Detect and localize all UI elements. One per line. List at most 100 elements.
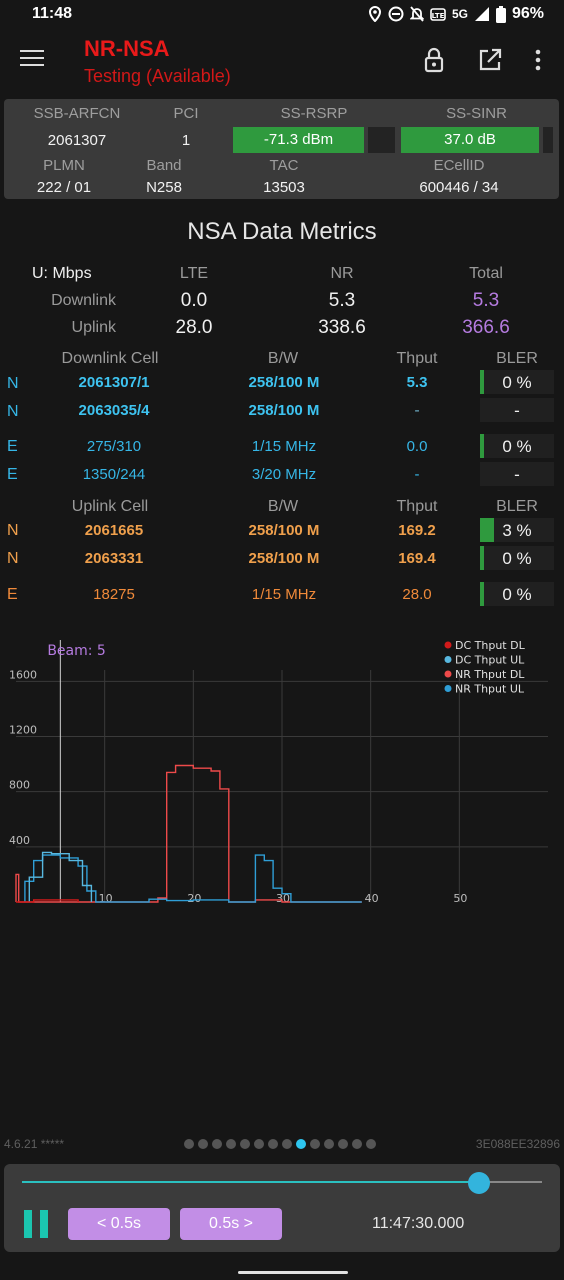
ul-row-3-cell: 18275 bbox=[93, 586, 135, 603]
dl-row-1-cell: 2061307/1 bbox=[78, 374, 150, 391]
x-tick-label: 10 bbox=[99, 892, 113, 905]
dl-row-2-thput: - bbox=[414, 402, 420, 419]
page-dot[interactable] bbox=[254, 1139, 264, 1149]
total-col-header: Total bbox=[469, 265, 503, 282]
page-dot[interactable] bbox=[310, 1139, 320, 1149]
pci-value: 1 bbox=[181, 132, 191, 149]
bler-indicator bbox=[480, 518, 494, 542]
playback-slider-rest[interactable] bbox=[478, 1181, 542, 1183]
x-tick-label: 20 bbox=[187, 892, 201, 905]
more-vert-icon[interactable] bbox=[524, 46, 552, 74]
dl-row-2-cell: 2063035/4 bbox=[78, 402, 150, 419]
downlink-thput-header: Thput bbox=[396, 350, 438, 367]
network-type-label: 5G bbox=[451, 7, 468, 21]
uplink-bw-header: B/W bbox=[267, 498, 299, 515]
app-bar: NR-NSA Testing (Available) bbox=[0, 28, 564, 94]
uplink-bler-header: BLER bbox=[496, 498, 538, 515]
y-tick-label: 1200 bbox=[9, 724, 37, 737]
page-dot[interactable] bbox=[226, 1139, 236, 1149]
ss-rsrp-fill bbox=[233, 127, 364, 153]
dl-row-4-bw: 3/20 MHz bbox=[251, 466, 317, 483]
device-id: 3E088EE32896 bbox=[475, 1137, 560, 1151]
ul-row-2-thput: 169.4 bbox=[398, 550, 436, 567]
bler-indicator bbox=[480, 434, 484, 458]
ss-sinr-value: 37.0 dB bbox=[444, 131, 496, 148]
uplink-lte-value: 28.0 bbox=[175, 317, 213, 338]
ss-sinr-fill bbox=[401, 127, 539, 153]
page-dot[interactable] bbox=[240, 1139, 250, 1149]
series-line bbox=[24, 854, 362, 903]
tac-header: TAC bbox=[269, 157, 299, 174]
page-dot[interactable] bbox=[198, 1139, 208, 1149]
page-dot[interactable] bbox=[184, 1139, 194, 1149]
ul-row-3-tech: E bbox=[7, 586, 18, 603]
legend-marker bbox=[444, 656, 452, 663]
status-icons: LTE 5G 96% bbox=[368, 5, 544, 23]
downlink-bler-header: BLER bbox=[496, 350, 538, 367]
downlink-total-value: 5.3 bbox=[472, 290, 500, 311]
dl-row-4-thput: - bbox=[414, 466, 420, 483]
battery-icon bbox=[495, 5, 506, 23]
page-indicator[interactable] bbox=[184, 1139, 376, 1149]
dl-row-1-tech: N bbox=[7, 375, 19, 392]
open-external-icon[interactable] bbox=[476, 46, 504, 74]
app-subtitle: Testing (Available) bbox=[84, 66, 231, 86]
cell-info-panel: SSB-ARFCN PCI SS-RSRP SS-SINR 2061307 1 … bbox=[4, 99, 559, 199]
dl-row-4-tech: E bbox=[7, 466, 18, 483]
step-forward-button[interactable]: 0.5s > bbox=[180, 1208, 282, 1240]
ul-row-1-bler-value: 3 % bbox=[502, 521, 532, 540]
uplink-nr-value: 338.6 bbox=[318, 317, 366, 338]
page-dot[interactable] bbox=[352, 1139, 362, 1149]
page-dot[interactable] bbox=[296, 1139, 306, 1149]
ss-rsrp-value: -71.3 dBm bbox=[263, 131, 334, 148]
series-line bbox=[28, 851, 93, 902]
playback-slider-thumb[interactable] bbox=[468, 1172, 490, 1194]
ul-row-3-bw: 1/15 MHz bbox=[251, 586, 317, 603]
bler-indicator bbox=[480, 370, 484, 394]
dl-row-3-bler-value: 0 % bbox=[502, 437, 532, 456]
plmn-header: PLMN bbox=[43, 157, 85, 174]
page-dot[interactable] bbox=[282, 1139, 292, 1149]
uplink-thput-header: Thput bbox=[396, 498, 438, 515]
legend-label: NR Thput UL bbox=[455, 683, 525, 696]
ecellid-header: ECellID bbox=[433, 157, 485, 174]
pause-icon[interactable] bbox=[24, 1210, 50, 1238]
dl-row-4-bler-value: - bbox=[514, 465, 520, 484]
ul-row-1-bler: 3 % bbox=[480, 518, 554, 542]
volte-icon: LTE bbox=[430, 8, 446, 21]
page-dot[interactable] bbox=[366, 1139, 376, 1149]
y-tick-label: 800 bbox=[9, 779, 30, 792]
legend-marker bbox=[444, 670, 452, 678]
downlink-nr-value: 5.3 bbox=[328, 290, 356, 311]
x-tick-label: 50 bbox=[453, 892, 467, 905]
ss-sinr-header: SS-SINR bbox=[446, 105, 507, 122]
ul-row-2-bw: 258/100 M bbox=[248, 550, 320, 567]
page-dot[interactable] bbox=[338, 1139, 348, 1149]
lock-icon[interactable] bbox=[420, 46, 448, 74]
page-dot[interactable] bbox=[324, 1139, 334, 1149]
notifications-off-icon bbox=[409, 6, 424, 22]
home-gesture-bar[interactable] bbox=[238, 1271, 348, 1274]
dl-row-3-bw: 1/15 MHz bbox=[251, 438, 317, 455]
ss-rsrp-track bbox=[368, 127, 395, 153]
ul-row-1-cell: 2061665 bbox=[84, 522, 144, 539]
playback-slider-track[interactable] bbox=[22, 1181, 474, 1183]
menu-icon[interactable] bbox=[20, 50, 44, 68]
series-line bbox=[15, 764, 362, 903]
status-time: 11:48 bbox=[32, 5, 73, 22]
ul-row-3-bler-value: 0 % bbox=[502, 585, 532, 604]
ul-row-1-bw: 258/100 M bbox=[248, 522, 320, 539]
dl-row-1-thput: 5.3 bbox=[406, 374, 428, 391]
dl-row-2-bw: 258/100 M bbox=[248, 402, 320, 419]
page-dot[interactable] bbox=[212, 1139, 222, 1149]
ssb-arfcn-value: 2061307 bbox=[47, 132, 107, 149]
series-line bbox=[16, 899, 79, 903]
dl-row-2-bler-value: - bbox=[514, 401, 520, 420]
dl-row-3-tech: E bbox=[7, 438, 18, 455]
page-dot[interactable] bbox=[268, 1139, 278, 1149]
downlink-cell-header: Downlink Cell bbox=[61, 350, 159, 367]
step-back-button[interactable]: < 0.5s bbox=[68, 1208, 170, 1240]
dl-row-4-bler: - bbox=[480, 462, 554, 486]
dl-row-1-bler-value: 0 % bbox=[502, 373, 532, 392]
